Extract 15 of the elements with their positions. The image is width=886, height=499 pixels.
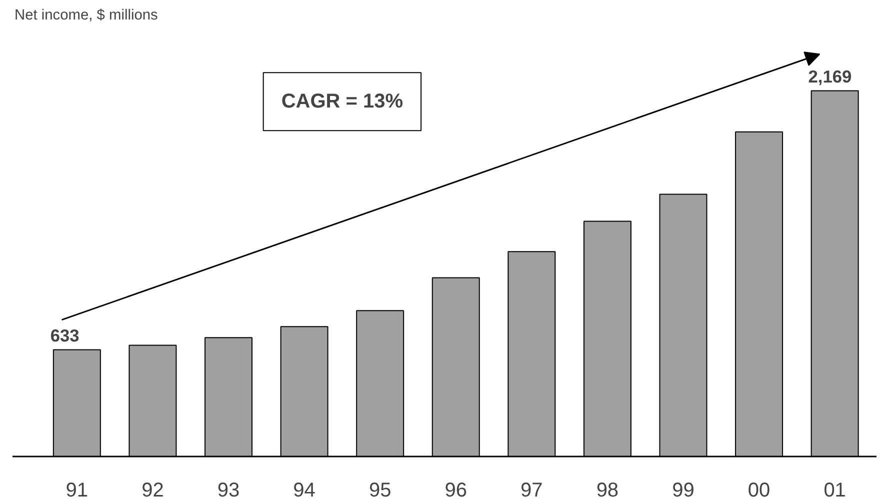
data-label: 2,169 bbox=[808, 66, 852, 87]
x-tick-label: 01 bbox=[824, 480, 846, 499]
x-tick-label: 93 bbox=[217, 480, 240, 499]
x-tick-label: 92 bbox=[142, 480, 164, 499]
data-label: 633 bbox=[50, 326, 80, 346]
x-tick-label: 97 bbox=[520, 480, 543, 499]
x-tick-label: 96 bbox=[444, 480, 467, 499]
x-tick-label: 94 bbox=[293, 480, 316, 499]
chart-title: Net income, $ millions bbox=[14, 8, 158, 24]
x-tick-label: 98 bbox=[596, 480, 619, 499]
annotation: CAGR = 13% bbox=[281, 90, 404, 113]
x-tick-label: 99 bbox=[672, 480, 694, 499]
x-tick-label: 95 bbox=[368, 480, 392, 499]
x-tick-label: 91 bbox=[66, 480, 88, 499]
x-tick-label: 00 bbox=[748, 480, 770, 499]
